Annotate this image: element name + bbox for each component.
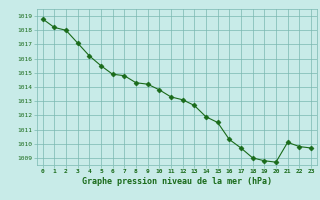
X-axis label: Graphe pression niveau de la mer (hPa): Graphe pression niveau de la mer (hPa) <box>82 177 272 186</box>
